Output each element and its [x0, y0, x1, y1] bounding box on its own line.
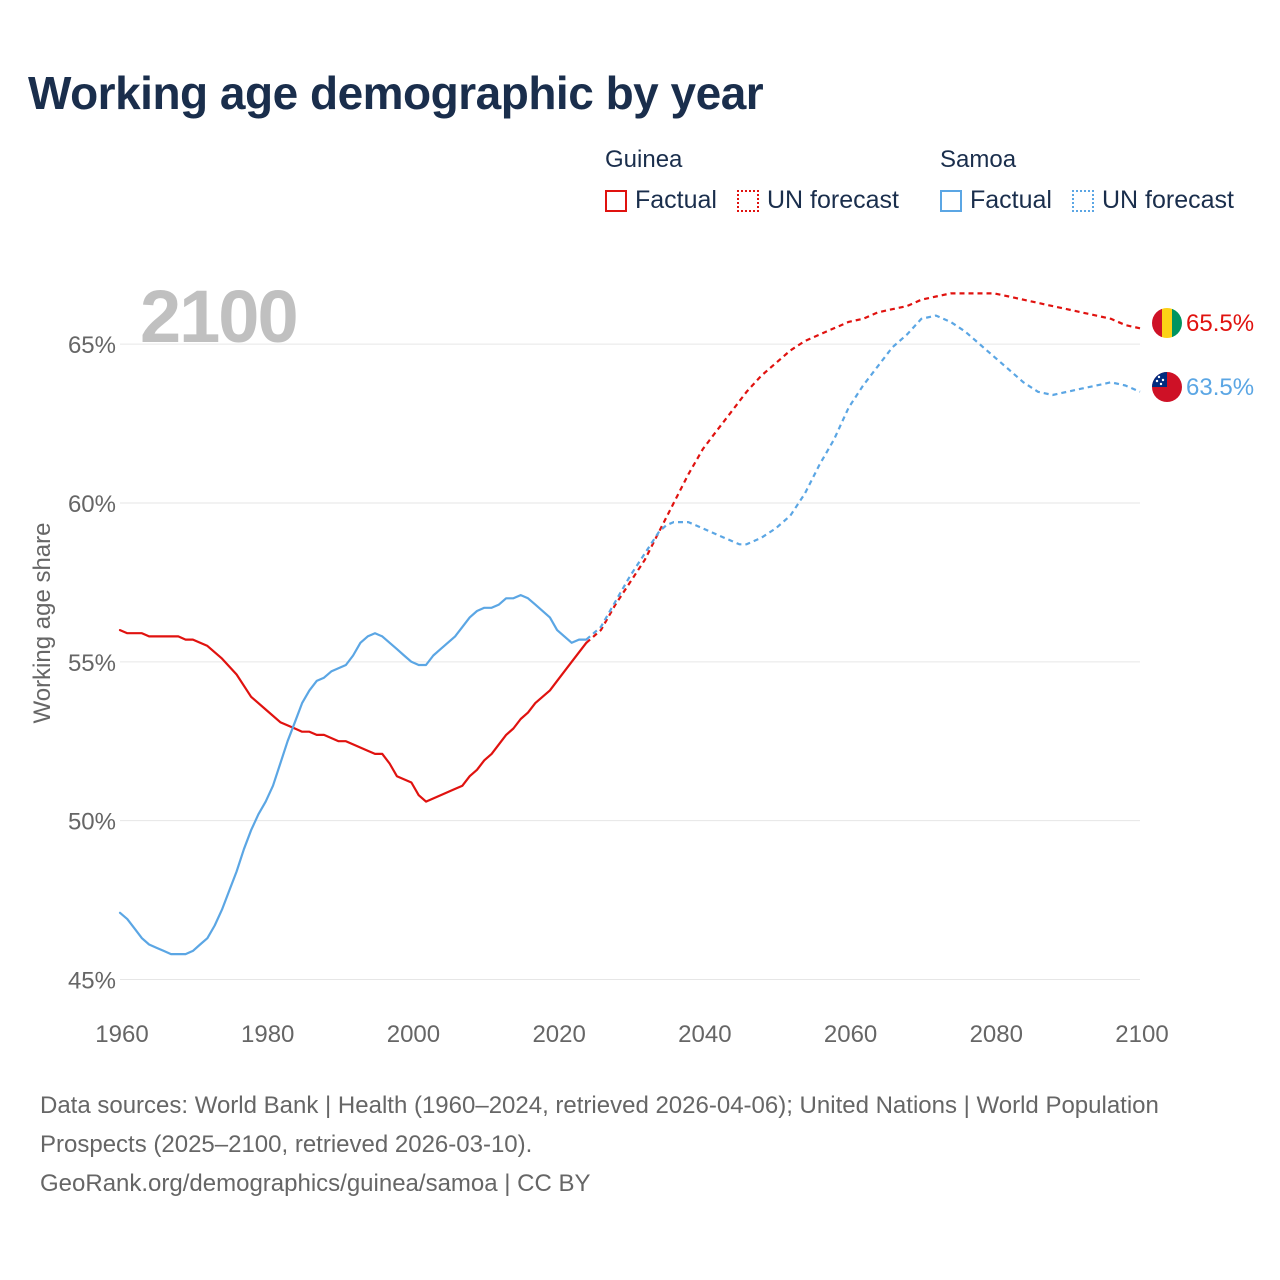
line-chart: 45% 50% 55% 60% 65% 2100 Working age share 1… — [29, 275, 1254, 1048]
x-tick-label: 2100 — [1115, 1021, 1168, 1048]
legend-swatch-solid-icon — [940, 189, 962, 212]
y-tick-label: 55% — [68, 650, 116, 677]
guinea-factual-line[interactable] — [118, 628, 588, 803]
x-tick-label: 2080 — [970, 1021, 1023, 1048]
y-tick-label: 65% — [68, 332, 116, 359]
legend-samoa-forecast[interactable]: UN forecast — [1072, 186, 1234, 215]
legend-guinea-forecast[interactable]: UN forecast — [737, 186, 899, 215]
legend-swatch-dotted-icon — [737, 189, 759, 212]
legend-group-guinea: Guinea — [605, 146, 683, 173]
guinea-forecast-line[interactable] — [585, 292, 1141, 644]
x-tick-label: 1980 — [241, 1021, 294, 1048]
y-axis-label: Working age share — [29, 523, 56, 724]
chart-title: Working age demographic by year — [28, 67, 764, 119]
guinea-end-label: 65.5% — [1186, 310, 1254, 337]
x-tick-label: 2000 — [387, 1021, 440, 1048]
y-tick-label: 50% — [68, 809, 116, 836]
samoa-forecast-line[interactable] — [585, 314, 1141, 641]
legend-label: Factual — [635, 186, 717, 214]
samoa-flag-icon — [1152, 372, 1182, 402]
legend-label: Factual — [970, 186, 1052, 214]
legend-label: UN forecast — [1102, 186, 1234, 214]
legend-swatch-solid-icon — [605, 189, 627, 212]
legend-label: UN forecast — [767, 186, 899, 214]
y-tick-label: 60% — [68, 491, 116, 518]
x-tick-label: 2060 — [824, 1021, 877, 1048]
x-tick-label: 2040 — [678, 1021, 731, 1048]
data-sources-text: Data sources: World Bank | Health (1960–… — [40, 1092, 1159, 1158]
x-tick-label: 2020 — [532, 1021, 585, 1048]
legend-samoa-factual[interactable]: Factual — [940, 186, 1052, 215]
legend-guinea-factual[interactable]: Factual — [605, 186, 717, 215]
legend-swatch-dotted-icon — [1072, 189, 1094, 212]
samoa-factual-line[interactable] — [118, 593, 588, 956]
x-tick-label: 1960 — [95, 1021, 148, 1048]
footer: Data sources: World Bank | Health (1960–… — [40, 1086, 1160, 1203]
year-watermark: 2100 — [140, 275, 297, 358]
attribution-text: GeoRank.org/demographics/guinea/samoa | … — [40, 1170, 591, 1197]
guinea-flag-icon — [1152, 308, 1182, 338]
legend-group-samoa: Samoa — [940, 146, 1017, 173]
samoa-end-label: 63.5% — [1186, 374, 1254, 401]
y-tick-label: 45% — [68, 967, 116, 994]
